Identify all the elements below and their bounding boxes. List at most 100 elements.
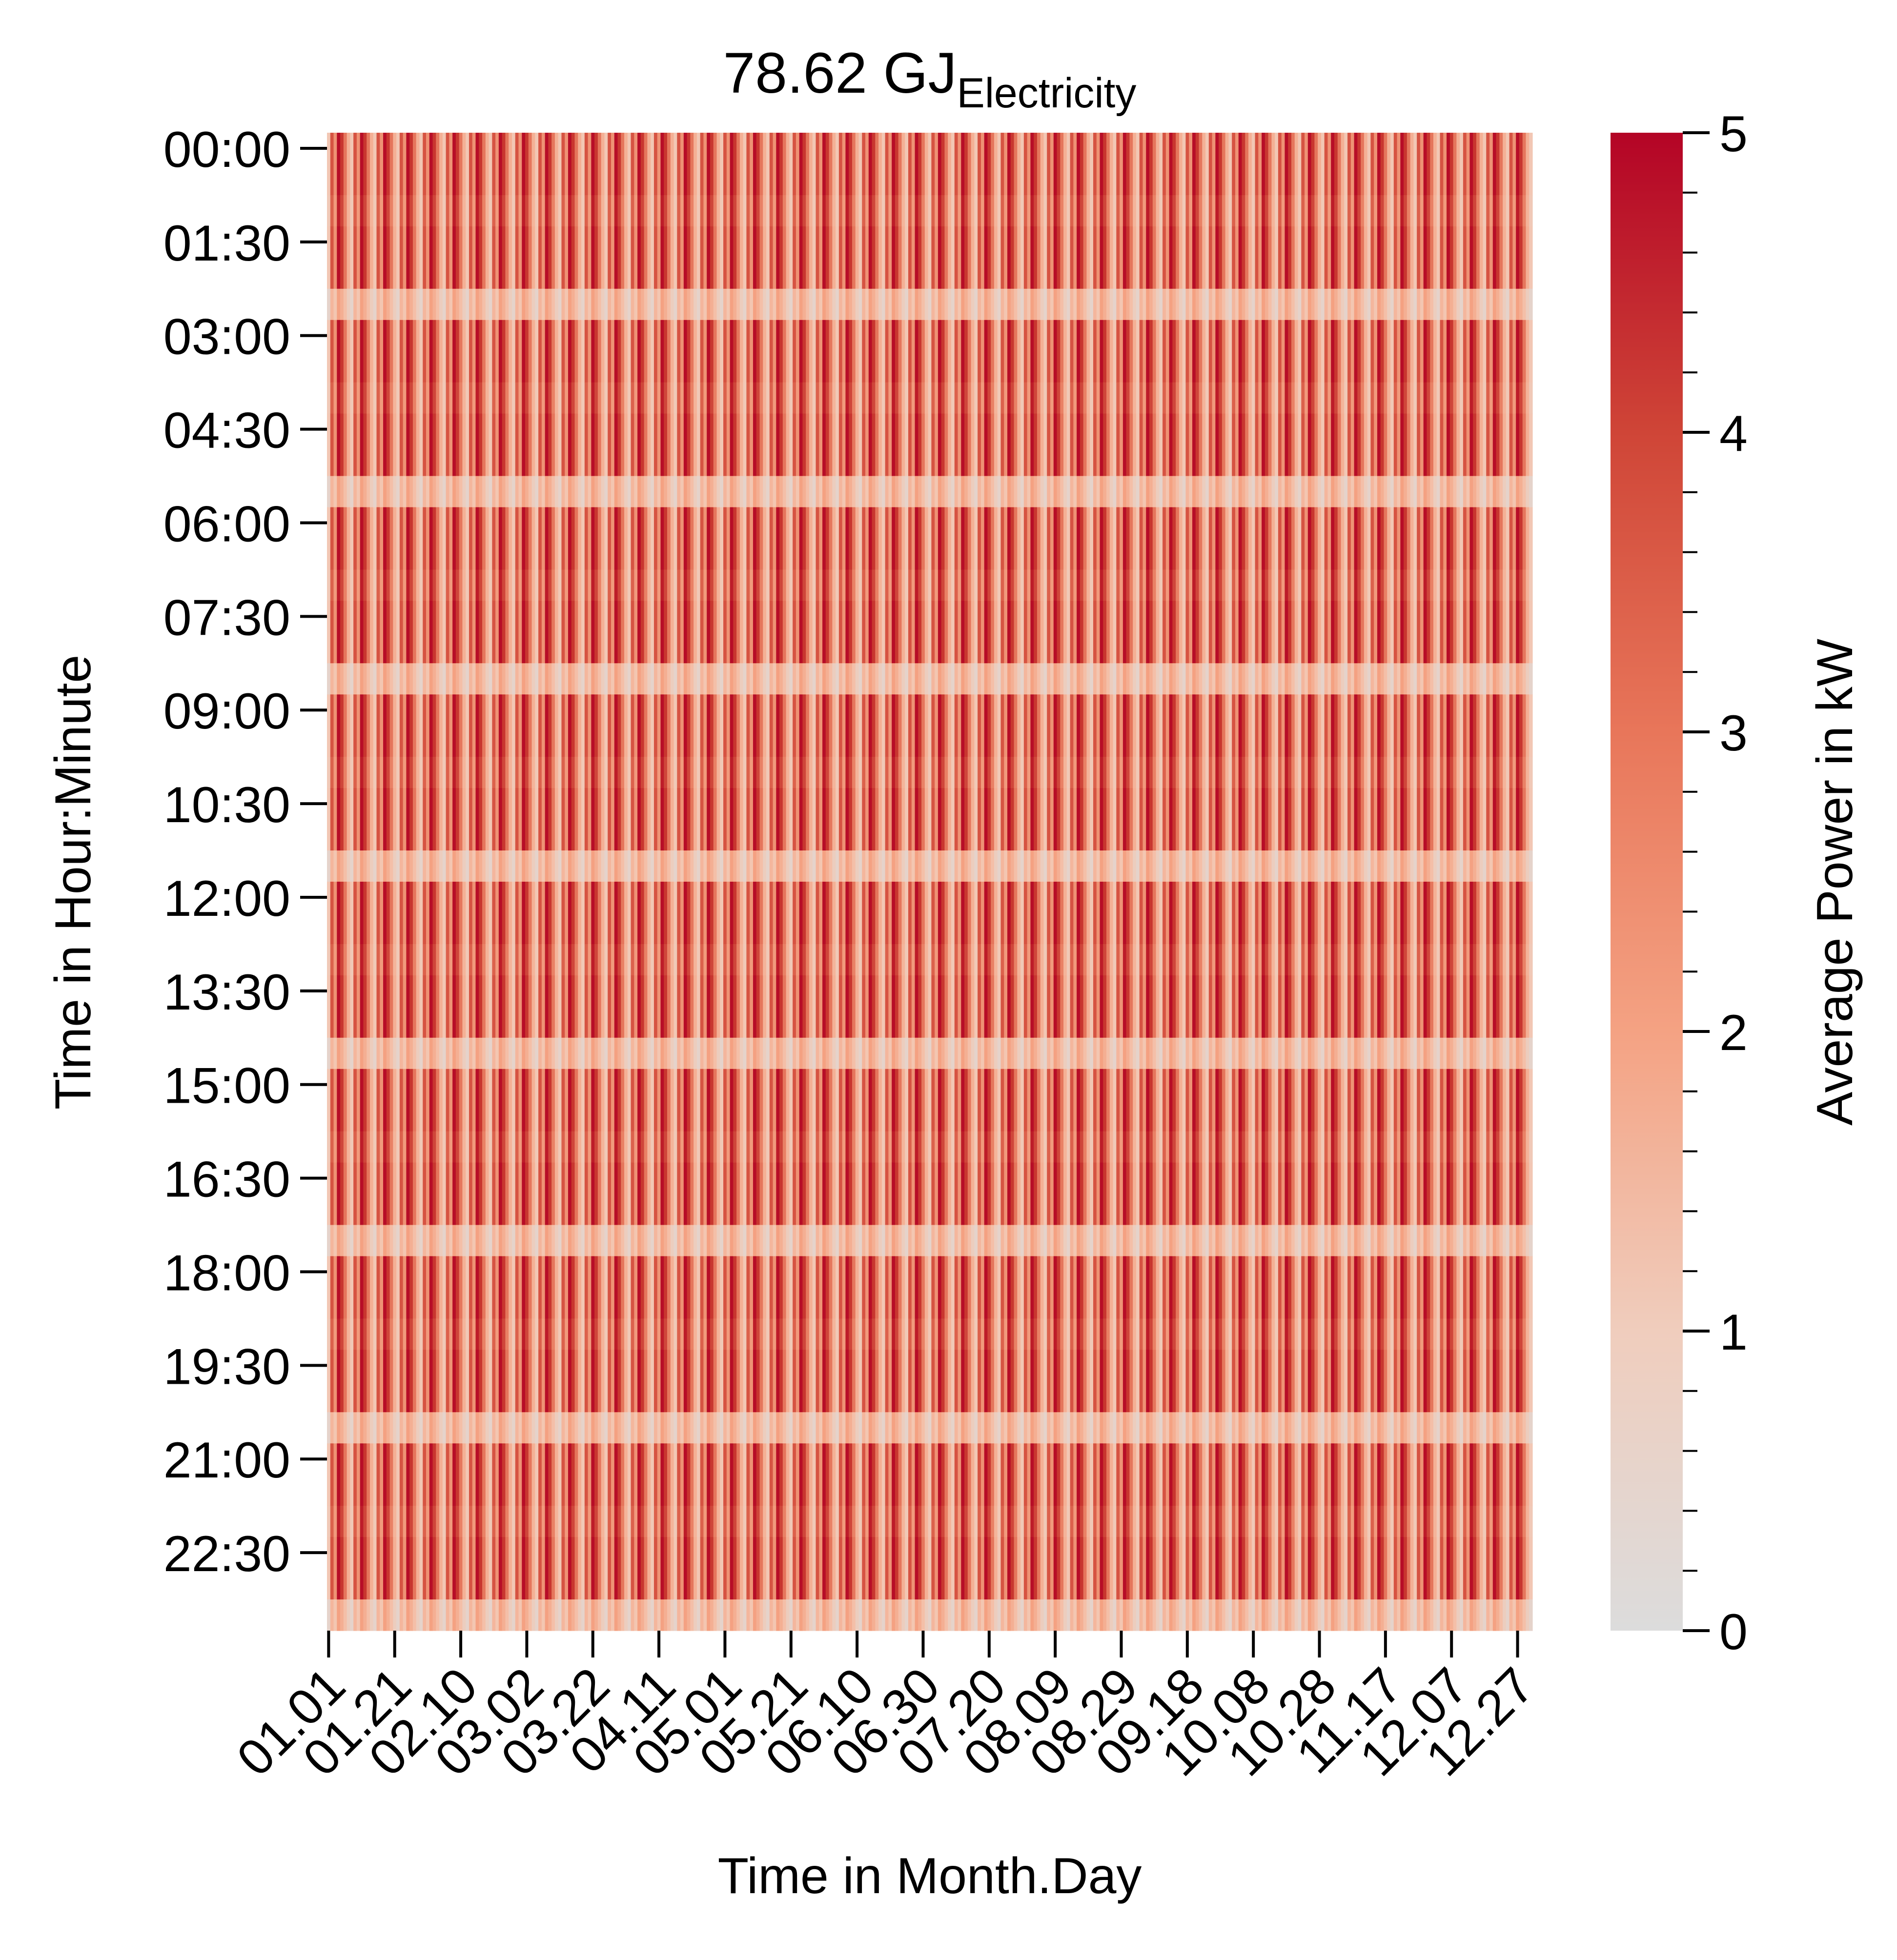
heatmap-cell: [746, 133, 750, 196]
heatmap-cell: [759, 288, 763, 321]
heatmap-cell: [568, 133, 572, 196]
heatmap-cell: [581, 788, 585, 851]
heatmap-cell: [799, 569, 803, 601]
heatmap-cell: [660, 507, 664, 570]
heatmap-cell: [363, 507, 367, 570]
heatmap-cell: [657, 1506, 661, 1537]
heatmap-cell: [511, 694, 516, 757]
heatmap-cell: [723, 757, 727, 788]
heatmap-cell: [793, 195, 796, 227]
heatmap-cell: [515, 507, 519, 570]
heatmap-cell: [337, 320, 341, 383]
heatmap-cell: [505, 1256, 509, 1319]
heatmap-cell: [475, 413, 479, 477]
heatmap-cell: [829, 1318, 833, 1350]
heatmap-cell: [475, 1443, 479, 1506]
heatmap-cell: [492, 757, 496, 788]
heatmap-cell: [647, 944, 651, 976]
heatmap-cell: [403, 1443, 407, 1506]
heatmap-cell: [657, 850, 661, 882]
heatmap-cell: [522, 1256, 526, 1319]
heatmap-cell: [439, 788, 443, 851]
heatmap-cell: [396, 507, 400, 570]
heatmap-cell: [743, 1506, 747, 1537]
heatmap-cell: [799, 1037, 803, 1070]
heatmap-cell: [459, 694, 463, 757]
heatmap-cell: [485, 975, 490, 1038]
heatmap-cell: [746, 601, 750, 664]
heatmap-cell: [799, 1162, 803, 1226]
heatmap-cell: [634, 226, 638, 289]
heatmap-cell: [773, 694, 776, 757]
heatmap-cell: [793, 1256, 796, 1319]
heatmap-cell: [604, 1037, 608, 1070]
heatmap-cell: [769, 788, 774, 851]
heatmap-cell: [624, 1069, 628, 1132]
heatmap-cell: [720, 226, 724, 289]
heatmap-cell: [687, 476, 691, 508]
heatmap-cell: [551, 1069, 555, 1132]
heatmap-cell: [439, 663, 443, 695]
heatmap-cell: [525, 1318, 529, 1350]
heatmap-cell: [419, 1069, 423, 1132]
heatmap-cell: [637, 1131, 641, 1163]
heatmap-cell: [363, 1131, 367, 1163]
heatmap-cell: [832, 382, 836, 414]
heatmap-cell: [776, 226, 780, 289]
heatmap-cell: [568, 1037, 572, 1070]
heatmap-cell: [700, 1162, 704, 1226]
heatmap-cell: [723, 1506, 727, 1537]
heatmap-cell: [677, 1131, 681, 1163]
heatmap-cell: [350, 1318, 354, 1350]
heatmap-cell: [631, 850, 634, 882]
heatmap-cell: [608, 507, 612, 570]
heatmap-cell: [680, 694, 684, 757]
heatmap-cell: [432, 1256, 436, 1319]
heatmap-cell: [367, 975, 370, 1038]
heatmap-cell: [759, 663, 763, 695]
heatmap-cell: [743, 320, 747, 383]
heatmap-cell: [769, 1599, 774, 1631]
heatmap-cell: [558, 288, 562, 321]
heatmap-cell: [713, 694, 717, 757]
heatmap-cell: [492, 288, 496, 321]
heatmap-cell: [495, 507, 499, 570]
heatmap-cell: [347, 1162, 350, 1226]
heatmap-cell: [509, 694, 512, 757]
heatmap-cell: [806, 1037, 810, 1070]
heatmap-cell: [462, 850, 466, 882]
heatmap-cell: [836, 1037, 839, 1070]
heatmap-cell: [347, 133, 350, 196]
heatmap-cell: [416, 507, 420, 570]
heatmap-cell: [561, 944, 565, 976]
heatmap-cell: [406, 1256, 410, 1319]
heatmap-cell: [743, 413, 747, 477]
heatmap-cell: [591, 663, 595, 695]
heatmap-cell: [446, 1443, 449, 1506]
heatmap-cell: [535, 569, 539, 601]
heatmap-cell: [816, 1537, 819, 1600]
heatmap-cell: [495, 1256, 499, 1319]
heatmap-cell: [525, 382, 529, 414]
heatmap-cell: [657, 413, 661, 477]
heatmap-cell: [832, 1506, 836, 1537]
heatmap-cell: [482, 882, 486, 945]
heatmap-cell: [423, 850, 427, 882]
heatmap-cell: [436, 476, 440, 508]
heatmap-cell: [773, 1537, 776, 1600]
heatmap-cell: [802, 757, 806, 788]
heatmap-cell: [452, 507, 456, 570]
heatmap-cell: [736, 1506, 740, 1537]
heatmap-cell: [469, 1131, 473, 1163]
heatmap-cell: [505, 1131, 509, 1163]
heatmap-cell: [535, 1131, 539, 1163]
heatmap-cell: [793, 882, 796, 945]
heatmap-cell: [511, 1599, 516, 1631]
heatmap-cell: [825, 507, 830, 570]
heatmap-cell: [403, 507, 407, 570]
heatmap-cell: [819, 1599, 823, 1631]
heatmap-cell: [469, 1037, 473, 1070]
heatmap-cell: [825, 882, 830, 945]
heatmap-cell: [350, 195, 354, 227]
heatmap-cell: [452, 1162, 456, 1226]
